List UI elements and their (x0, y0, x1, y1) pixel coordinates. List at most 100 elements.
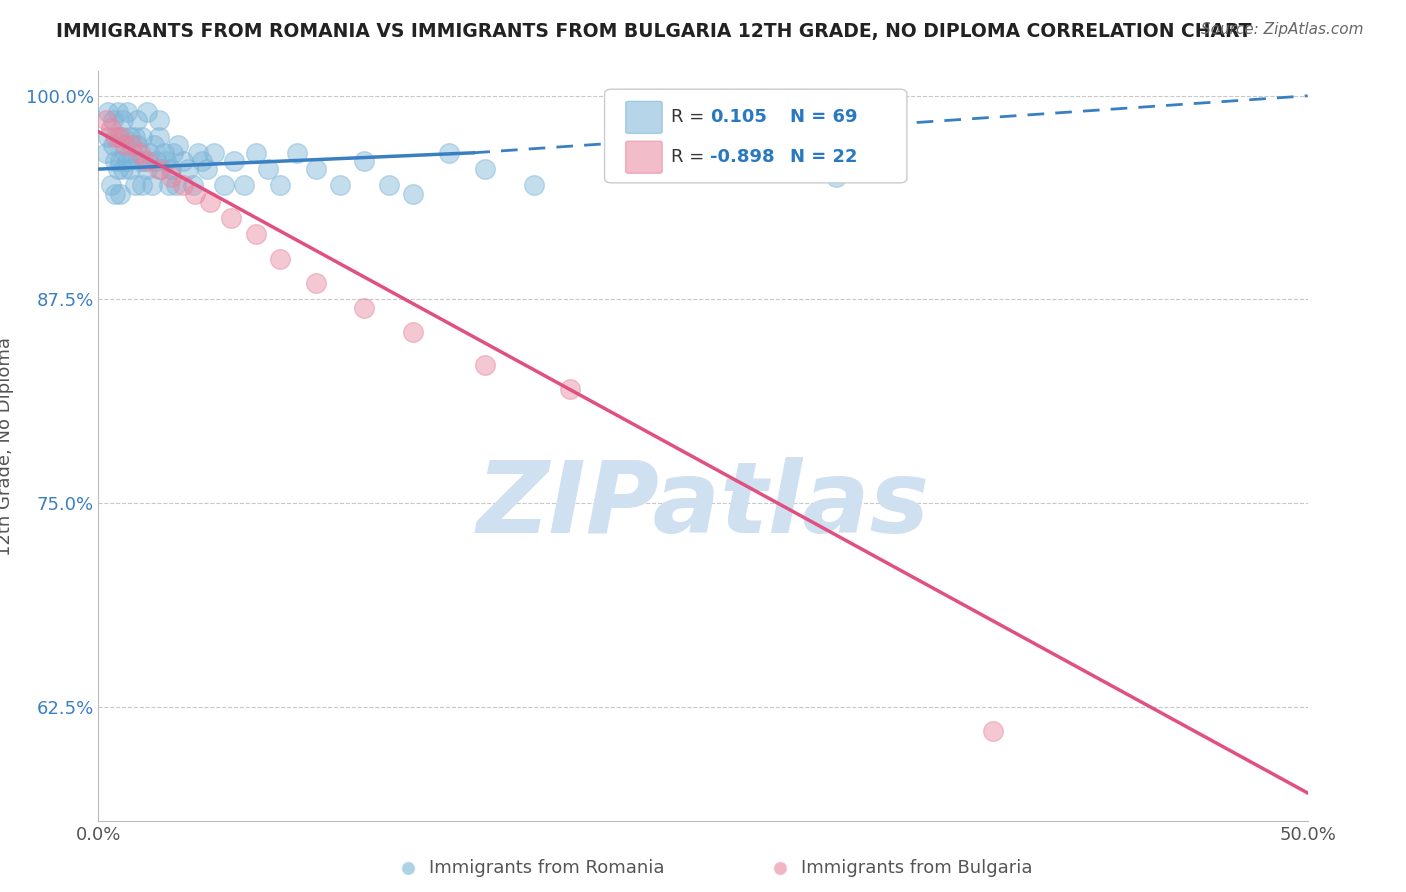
Point (172, 153, 194, 168)
Point (100, 178, 122, 193)
Text: Immigrants from Romania: Immigrants from Romania (429, 859, 664, 877)
Point (118, 129, 141, 144)
Point (232, 178, 254, 193)
Point (111, 113, 134, 128)
Point (160, 162, 183, 177)
Point (97, 105, 120, 120)
Point (981, 724, 1004, 739)
Point (104, 186, 127, 201)
Point (128, 145, 150, 160)
Text: IMMIGRANTS FROM ROMANIA VS IMMIGRANTS FROM BULGARIA 12TH GRADE, NO DIPLOMA CORRE: IMMIGRANTS FROM ROMANIA VS IMMIGRANTS FR… (56, 22, 1251, 41)
Point (187, 145, 209, 160)
Point (160, 170, 183, 185)
Point (104, 153, 127, 168)
Point (402, 325, 425, 339)
Point (353, 153, 375, 168)
Point (305, 276, 328, 290)
Point (108, 153, 131, 168)
Text: Immigrants from Bulgaria: Immigrants from Bulgaria (801, 859, 1033, 877)
Point (165, 178, 187, 193)
Point (523, 178, 546, 193)
Y-axis label: 12th Grade, No Diploma: 12th Grade, No Diploma (0, 336, 14, 556)
Point (107, 162, 129, 177)
Text: Source: ZipAtlas.com: Source: ZipAtlas.com (1201, 22, 1364, 37)
Point (198, 194, 221, 209)
Point (118, 162, 141, 177)
Point (285, 145, 308, 160)
Point (127, 137, 149, 152)
Point (152, 145, 174, 160)
Point (128, 153, 150, 168)
Point (135, 153, 157, 168)
Point (107, 105, 129, 120)
Point (145, 153, 167, 168)
Point (121, 145, 143, 160)
Point (402, 186, 425, 201)
Text: N = 22: N = 22 (790, 148, 858, 166)
Point (108, 186, 131, 201)
Text: N = 69: N = 69 (790, 109, 858, 127)
Text: R =: R = (671, 109, 710, 127)
Point (111, 129, 134, 144)
Point (177, 162, 200, 177)
Point (121, 137, 143, 152)
Point (117, 153, 139, 168)
Point (104, 129, 127, 144)
Point (222, 153, 245, 168)
Point (131, 129, 153, 144)
Point (474, 162, 496, 177)
Point (94, 113, 117, 128)
Point (114, 145, 136, 160)
Point (94, 145, 117, 160)
Point (256, 162, 278, 177)
Point (148, 162, 170, 177)
Point (353, 301, 375, 315)
Point (195, 162, 218, 177)
Point (143, 137, 166, 152)
Text: -0.898: -0.898 (710, 148, 775, 166)
Text: 0.105: 0.105 (710, 109, 766, 127)
Point (117, 105, 139, 120)
Point (108, 129, 131, 144)
Point (131, 178, 153, 193)
Point (181, 178, 204, 193)
Point (124, 178, 146, 193)
Point (111, 162, 134, 177)
Text: R =: R = (671, 148, 710, 166)
Point (437, 145, 460, 160)
Point (305, 162, 328, 177)
Point (101, 137, 124, 152)
Point (134, 153, 156, 168)
Point (212, 178, 235, 193)
Point (150, 162, 173, 177)
Point (162, 145, 184, 160)
Point (329, 178, 352, 193)
Point (377, 178, 399, 193)
Point (100, 121, 122, 136)
Point (141, 178, 163, 193)
Point (101, 113, 124, 128)
Point (184, 186, 207, 201)
Point (172, 178, 194, 193)
Text: ZIPatlas: ZIPatlas (477, 458, 929, 555)
Point (127, 113, 149, 128)
Point (825, 170, 848, 185)
Point (148, 129, 170, 144)
Point (135, 162, 157, 177)
Point (135, 105, 157, 120)
Point (107, 129, 129, 144)
Point (679, 162, 702, 177)
Point (148, 113, 170, 128)
Point (167, 137, 190, 152)
Point (221, 211, 243, 225)
Point (474, 358, 496, 372)
Point (245, 227, 267, 242)
Point (269, 178, 291, 193)
Point (157, 178, 180, 193)
Point (155, 153, 177, 168)
Point (138, 145, 160, 160)
Point (124, 129, 146, 144)
Point (191, 153, 214, 168)
Point (204, 145, 226, 160)
Point (269, 252, 291, 266)
